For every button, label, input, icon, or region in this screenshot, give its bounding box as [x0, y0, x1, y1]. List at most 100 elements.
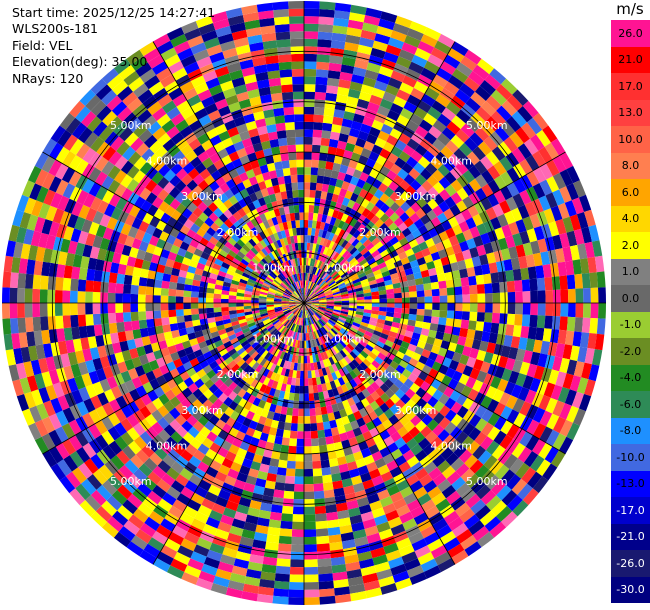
gate-cell	[398, 251, 408, 260]
gate-cell	[165, 338, 175, 348]
gate-cell	[78, 325, 88, 339]
gate-cell	[255, 446, 265, 457]
gate-cell	[196, 242, 206, 252]
gate-cell	[315, 252, 321, 260]
gate-cell	[299, 340, 302, 349]
gate-cell	[337, 509, 350, 520]
gate-cell	[134, 258, 144, 269]
gate-cell	[250, 218, 259, 227]
gate-cell	[364, 230, 374, 239]
gate-cell	[432, 74, 448, 88]
gate-cell	[311, 301, 320, 303]
gate-cell	[365, 344, 374, 352]
gate-cell	[221, 294, 229, 299]
gate-cell	[315, 322, 321, 330]
gate-cell	[294, 339, 299, 348]
gate-cell	[16, 226, 27, 244]
gate-cell	[295, 378, 300, 386]
gate-cell	[278, 374, 285, 384]
gate-cell	[197, 443, 210, 455]
gate-cell	[479, 340, 489, 352]
gate-cell	[151, 409, 164, 422]
gate-cell	[365, 587, 383, 599]
gate-cell	[299, 310, 302, 318]
gate-cell	[245, 252, 254, 261]
gate-cell	[302, 265, 304, 273]
gate-cell	[469, 303, 478, 313]
gate-cell	[300, 242, 304, 251]
gate-cell	[277, 176, 286, 185]
gate-cell	[220, 80, 234, 92]
colorbar-cell: 1.0	[611, 258, 650, 285]
gate-cell	[251, 183, 261, 193]
gate-cell	[198, 286, 208, 293]
gate-cell	[583, 303, 591, 318]
gate-cell	[421, 349, 431, 359]
gate-cell	[164, 389, 176, 401]
gate-cell	[230, 337, 239, 345]
gate-cell	[292, 292, 299, 299]
gate-cell	[77, 361, 89, 376]
gate-cell	[277, 314, 285, 320]
gate-cell	[401, 227, 412, 238]
gate-cell	[316, 422, 325, 431]
gate-cell	[296, 301, 304, 303]
gate-cell	[532, 339, 543, 354]
gate-cell	[268, 289, 276, 294]
colorbar-cell: -30.0	[611, 576, 650, 603]
gate-cell	[339, 340, 347, 348]
gate-cell	[167, 448, 181, 462]
gate-cell	[216, 275, 225, 282]
gate-cell	[86, 268, 96, 281]
gate-cell	[368, 444, 380, 455]
gate-cell	[374, 377, 385, 388]
gate-cell	[247, 34, 263, 45]
gate-cell	[282, 429, 291, 439]
gate-cell	[258, 325, 266, 332]
gate-cell	[326, 77, 340, 87]
gate-cell	[406, 438, 418, 450]
gate-cell	[92, 357, 103, 371]
gate-cell	[289, 362, 295, 371]
gate-cell	[348, 292, 357, 296]
gate-cell	[439, 295, 448, 303]
gate-cell	[262, 220, 271, 229]
gate-cell	[289, 430, 298, 439]
gate-cell	[484, 283, 493, 294]
gate-cell	[515, 291, 523, 303]
gate-cell	[276, 239, 283, 248]
gate-cell	[487, 165, 501, 180]
gate-cell	[419, 455, 433, 468]
gate-cell	[261, 392, 269, 402]
gate-cell	[248, 324, 257, 331]
gate-cell	[306, 257, 309, 266]
gate-cell	[166, 125, 180, 139]
gate-cell	[292, 308, 299, 314]
gate-cell	[306, 309, 311, 318]
gate-cell	[511, 442, 526, 459]
gate-cell	[530, 351, 541, 366]
gate-cell	[234, 511, 248, 522]
gate-cell	[459, 268, 469, 279]
gate-cell	[112, 252, 122, 264]
gate-cell	[332, 480, 344, 490]
gate-cell	[259, 164, 269, 174]
gate-cell	[304, 121, 314, 130]
gate-cell	[170, 351, 180, 362]
gate-cell	[419, 138, 433, 151]
gate-cell	[318, 160, 327, 169]
gate-cell	[242, 391, 252, 402]
gate-cell	[501, 78, 518, 95]
gate-cell	[421, 191, 434, 204]
gate-cell	[277, 342, 284, 351]
gate-cell	[101, 161, 115, 176]
gate-cell	[381, 270, 391, 278]
gate-cell	[304, 257, 307, 266]
gate-cell	[318, 345, 323, 354]
gate-cell	[356, 255, 366, 264]
gate-cell	[362, 250, 372, 259]
gate-cell	[460, 277, 470, 287]
gate-cell	[253, 111, 265, 121]
gate-cell	[300, 310, 303, 318]
gate-cell	[5, 240, 16, 257]
